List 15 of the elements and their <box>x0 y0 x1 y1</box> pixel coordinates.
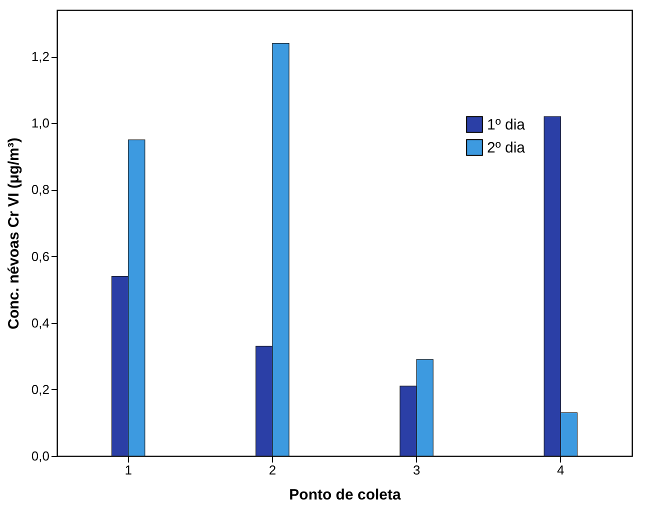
x-axis-title: Ponto de coleta <box>289 486 402 504</box>
y-tick-label: 1,0 <box>31 116 50 131</box>
legend-label: 1º dia <box>487 116 526 134</box>
y-tick-label: 0,4 <box>31 315 50 330</box>
legend-label: 2º dia <box>487 140 526 156</box>
x-tick-label: 1 <box>124 462 132 478</box>
y-tick-label: 0,2 <box>31 382 50 397</box>
y-tick-label: 0,0 <box>31 448 50 464</box>
y-tick-label: 0,6 <box>31 248 50 264</box>
x-tick-label: 4 <box>557 462 564 478</box>
y-tick-label: 0,8 <box>31 182 50 198</box>
x-tick-label: 2 <box>268 462 276 478</box>
y-tick-label: 1,2 <box>31 49 50 64</box>
x-tick-label: 3 <box>412 462 420 478</box>
y-axis-title: Conc. névoas Cr VI (μg/m³) <box>5 138 22 330</box>
